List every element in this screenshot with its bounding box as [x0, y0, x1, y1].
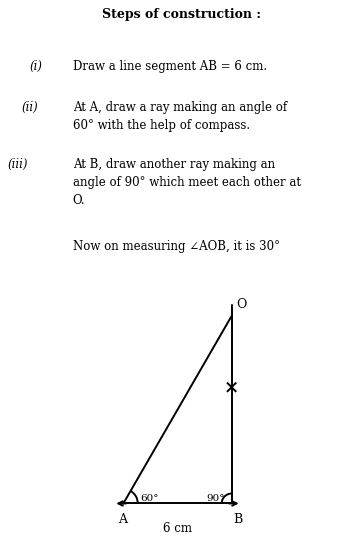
Text: Draw a line segment AB = 6 cm.: Draw a line segment AB = 6 cm. [73, 60, 267, 73]
Text: O: O [236, 299, 246, 311]
Text: (iii): (iii) [7, 158, 28, 171]
Text: B: B [233, 513, 242, 526]
Text: At A, draw a ray making an angle of
60° with the help of compass.: At A, draw a ray making an angle of 60° … [73, 101, 287, 132]
Text: (ii): (ii) [22, 101, 39, 114]
Text: A: A [118, 513, 127, 526]
Text: 60°: 60° [141, 494, 159, 502]
Text: At B, draw another ray making an
angle of 90° which meet each other at
O.: At B, draw another ray making an angle o… [73, 158, 301, 207]
Text: Steps of construction :: Steps of construction : [103, 8, 261, 21]
Text: (i): (i) [29, 60, 42, 73]
Text: Now on measuring ∠AOB, it is 30°: Now on measuring ∠AOB, it is 30° [73, 240, 280, 253]
Text: 6 cm: 6 cm [163, 522, 192, 535]
Text: 90°: 90° [206, 494, 225, 502]
